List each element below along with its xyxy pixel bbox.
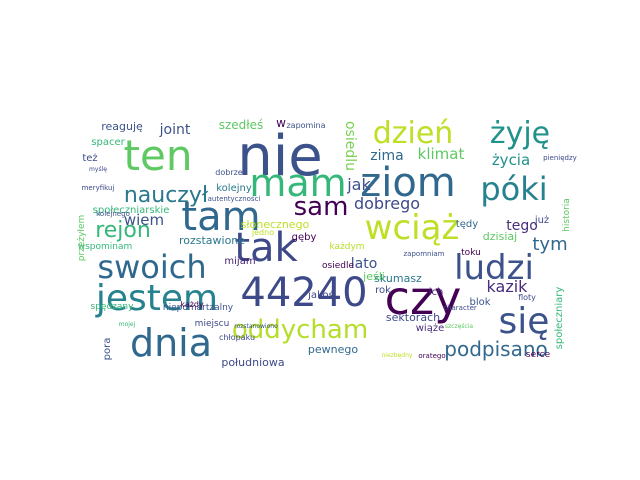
word: tak bbox=[234, 225, 298, 271]
word: podpisano bbox=[444, 337, 547, 361]
word: osiedlu bbox=[342, 121, 358, 171]
word: każdym bbox=[329, 242, 364, 252]
word: tego bbox=[506, 218, 538, 234]
word: jestem bbox=[95, 278, 218, 319]
word: jedno bbox=[251, 228, 274, 237]
word: blok bbox=[469, 297, 490, 308]
word: jak bbox=[346, 175, 371, 194]
word: historia bbox=[562, 198, 572, 232]
word: mam bbox=[249, 161, 346, 205]
word: mijam bbox=[224, 256, 255, 267]
word: dobrze bbox=[215, 168, 243, 177]
word: rejon bbox=[95, 218, 151, 243]
word: wiąże bbox=[416, 323, 445, 334]
word: meryfikuj bbox=[82, 184, 115, 192]
word: też bbox=[82, 153, 97, 164]
word: pieniędzy bbox=[543, 154, 577, 162]
word: niezbędny bbox=[382, 352, 413, 359]
word: czy bbox=[385, 271, 462, 325]
word: joint bbox=[159, 122, 191, 138]
word: kazik bbox=[487, 277, 529, 296]
word: nauczył bbox=[124, 183, 209, 208]
word: zapomina bbox=[286, 121, 325, 130]
word: tam bbox=[181, 194, 260, 240]
word: rozstawione bbox=[179, 234, 245, 247]
word: spacer bbox=[91, 137, 125, 148]
word: swoich bbox=[97, 248, 206, 286]
word: zima bbox=[370, 148, 403, 164]
word: ludzi bbox=[454, 248, 534, 288]
word: lato bbox=[351, 256, 378, 272]
word: oddycham bbox=[232, 315, 368, 345]
word: sam bbox=[294, 192, 349, 222]
word: szedłeś bbox=[219, 118, 264, 132]
word: wciąż bbox=[365, 208, 460, 248]
word: chłopaku bbox=[219, 333, 255, 342]
word: jakoś bbox=[307, 289, 334, 301]
word: życia bbox=[492, 151, 530, 169]
word: oratego bbox=[418, 352, 445, 360]
word: szczęścia bbox=[445, 323, 474, 330]
word: w bbox=[276, 116, 286, 130]
word: dzisiaj bbox=[483, 230, 517, 243]
word: żyję bbox=[490, 116, 550, 151]
word: ich bbox=[429, 287, 444, 298]
word: każdy bbox=[180, 300, 204, 309]
word: dzień bbox=[373, 116, 454, 151]
word: słonecznego bbox=[241, 218, 310, 231]
word: ten bbox=[124, 131, 193, 180]
word: tędy bbox=[456, 219, 478, 230]
word: społeczniary bbox=[554, 287, 565, 350]
word: niepomartzalny bbox=[163, 303, 234, 313]
word: klimat bbox=[418, 145, 465, 163]
word: zapomniam bbox=[404, 250, 445, 258]
word: się bbox=[499, 301, 550, 342]
word: kolejnego bbox=[96, 210, 130, 218]
word: miejscu bbox=[195, 319, 230, 329]
word: wspominam bbox=[78, 242, 133, 252]
word: sektorach bbox=[386, 311, 440, 324]
word: południowa bbox=[221, 356, 284, 369]
word: już bbox=[534, 215, 549, 226]
word: kolejny bbox=[216, 183, 252, 194]
word: spędzany bbox=[91, 302, 135, 312]
word: wiem bbox=[124, 211, 164, 229]
word: póki bbox=[480, 170, 547, 208]
word: społeczniarskie bbox=[93, 205, 170, 216]
word: rozstanowiono bbox=[234, 323, 278, 330]
word: pora bbox=[102, 338, 113, 361]
word: przeżyłem bbox=[77, 215, 87, 262]
word: pewnego bbox=[308, 343, 358, 356]
word: dobrego bbox=[354, 194, 420, 213]
word: skumasz bbox=[374, 272, 422, 285]
word: character bbox=[443, 304, 477, 312]
word: dnia bbox=[130, 321, 212, 365]
word: 44240 bbox=[240, 270, 367, 316]
word: serce bbox=[526, 350, 551, 360]
word: reaguję bbox=[101, 120, 143, 133]
word: gęby bbox=[292, 232, 317, 243]
word: floty bbox=[518, 293, 536, 302]
word: mojej bbox=[119, 321, 136, 328]
word: toku bbox=[461, 248, 481, 258]
word: autentyczności bbox=[208, 195, 261, 203]
word: rok bbox=[375, 285, 391, 296]
word: jeśli bbox=[362, 270, 385, 283]
word: nie bbox=[237, 124, 323, 189]
word: ziom bbox=[360, 160, 456, 206]
word: tym bbox=[532, 234, 567, 255]
word: myślę bbox=[89, 166, 107, 173]
word: osiedle bbox=[322, 261, 354, 271]
